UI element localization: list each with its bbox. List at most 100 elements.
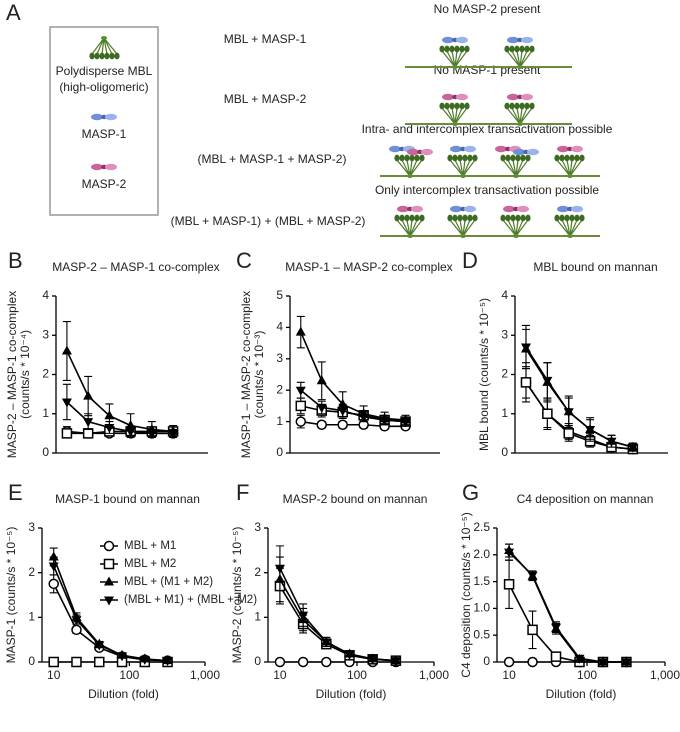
marker <box>316 419 327 430</box>
marker <box>527 656 538 668</box>
y-axis-label: MASP-1 – MASP-2 co-complex <box>239 291 253 458</box>
chart-title: MASP-1 – MASP-2 co-complex <box>285 260 452 274</box>
panel-label: G <box>462 480 479 505</box>
y-axis-label: MASP-2 (counts/s * 10⁻⁵) <box>230 527 244 664</box>
y-tick-label: 1 <box>42 406 49 420</box>
marker <box>344 650 355 660</box>
marker <box>71 656 82 668</box>
y-tick-label: 0 <box>28 654 35 668</box>
series-line <box>508 551 627 663</box>
marker <box>400 418 411 428</box>
y-tick-label: 2 <box>501 367 508 381</box>
marker <box>606 437 617 447</box>
y-tick-label: 3 <box>501 327 508 341</box>
series-line <box>508 549 627 663</box>
marker <box>504 548 515 558</box>
legend-label: MBL + M1 <box>124 540 176 552</box>
series-line <box>66 350 174 433</box>
series-line <box>66 401 174 435</box>
marker <box>316 375 327 385</box>
row-note: No MASP-1 present <box>434 63 541 77</box>
key-box <box>49 26 159 216</box>
marker <box>321 638 332 648</box>
marker <box>337 407 348 417</box>
chart-title: MBL bound on mannan <box>533 260 657 274</box>
legend-label: MBL + M2 <box>124 558 176 570</box>
series-line <box>279 585 396 662</box>
y-tick-label: 0 <box>254 654 261 668</box>
y-tick-label: 1 <box>501 406 508 420</box>
marker <box>520 377 532 388</box>
marker <box>585 425 596 435</box>
marker <box>563 408 574 418</box>
x-tick-label: 1,000 <box>650 668 680 682</box>
y-axis-label: (counts/s * 10⁻³) <box>252 331 266 419</box>
y-tick-label: 1 <box>276 414 283 428</box>
series-line <box>525 348 634 448</box>
marker <box>162 657 173 667</box>
marker <box>125 420 136 430</box>
panel-label: D <box>462 248 478 273</box>
y-tick-label: 1 <box>254 610 261 624</box>
marker <box>574 654 585 664</box>
marker <box>61 428 73 439</box>
marker <box>71 624 82 636</box>
series-line <box>279 567 396 662</box>
y-tick-label: 1 <box>28 610 35 624</box>
mix-label: (MBL + MASP-1) + (MBL + MASP-2) <box>171 214 366 228</box>
key-label: MASP-1 <box>82 127 127 141</box>
series-line <box>508 583 627 663</box>
marker <box>551 623 562 633</box>
y-tick-label: 3 <box>254 520 261 534</box>
y-tick-label: 0 <box>276 445 283 459</box>
y-tick-label: 0 <box>42 445 49 459</box>
marker <box>104 410 115 420</box>
x-tick-label: 10 <box>502 668 516 682</box>
x-axis-label: Dilution (fold) <box>546 687 617 701</box>
marker <box>390 657 401 667</box>
marker <box>563 428 574 439</box>
marker <box>503 579 515 590</box>
series-line <box>52 556 168 662</box>
marker <box>503 656 515 668</box>
mix-label: MBL + MASP-2 <box>224 92 307 106</box>
marker <box>542 376 553 386</box>
marker <box>520 343 531 353</box>
row-note: Only intercomplex transactivation possib… <box>375 183 599 197</box>
mbl-icon <box>88 35 121 61</box>
y-axis-label: MBL bound (counts/s * 10⁻⁵) <box>477 298 491 451</box>
marker <box>295 386 306 396</box>
legend-label: (MBL + M1) + (MBL + M2) <box>124 594 257 606</box>
marker <box>61 398 72 408</box>
marker <box>527 571 538 581</box>
chart-title: MASP-1 bound on mannan <box>55 492 200 506</box>
marker <box>146 429 157 439</box>
y-axis-label: MASP-2 – MASP-1 co-complex <box>5 291 19 458</box>
x-tick-label: 1,000 <box>190 668 220 682</box>
y-axis-label: MASP-1 (counts/s * 10⁻⁵) <box>4 527 18 664</box>
mix-label: MBL + MASP-1 <box>224 32 307 46</box>
marker <box>358 413 369 423</box>
marker <box>295 416 307 427</box>
marker <box>367 655 378 665</box>
marker <box>103 540 115 552</box>
marker <box>104 596 114 606</box>
marker <box>321 656 332 668</box>
marker <box>83 390 94 400</box>
x-tick-label: 100 <box>119 668 139 682</box>
marker <box>71 616 82 626</box>
y-tick-label: 2 <box>28 565 35 579</box>
mix-label: (MBL + MASP-1 + MASP-2) <box>198 152 347 166</box>
y-tick-label: 1.5 <box>473 574 490 588</box>
marker <box>48 562 59 572</box>
marker <box>139 655 150 665</box>
key-label: Polydisperse MBL <box>56 64 153 78</box>
y-axis-label: (counts/s * 10⁻⁴) <box>18 330 32 419</box>
marker <box>297 656 309 668</box>
marker <box>103 558 115 570</box>
marker <box>48 578 59 590</box>
series-line <box>525 346 634 448</box>
marker <box>125 427 136 437</box>
marker <box>316 403 327 413</box>
series-line <box>52 565 168 662</box>
